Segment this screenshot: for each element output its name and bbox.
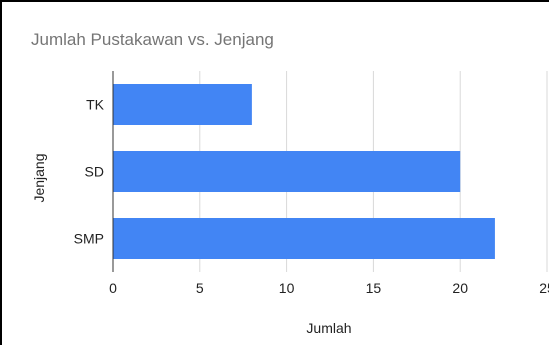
chart-title: Jumlah Pustakawan vs. Jenjang [31, 30, 274, 49]
x-tick-label: 5 [196, 280, 204, 296]
x-tick-label: 0 [109, 280, 117, 296]
bar-sd [113, 151, 461, 192]
x-tick-label: 20 [452, 280, 468, 296]
x-tick-labels: 0 5 10 15 20 25 [109, 280, 549, 296]
y-axis-label: Jenjang [31, 153, 47, 202]
bars [113, 84, 495, 259]
y-tick-labels: TK SD SMP [74, 97, 105, 247]
x-tick-label: 15 [366, 280, 382, 296]
x-axis-label: Jumlah [306, 320, 351, 336]
bar-smp [113, 218, 495, 259]
y-tick-label: TK [86, 97, 105, 113]
y-tick-label: SMP [74, 231, 104, 247]
x-tick-label: 25 [539, 280, 549, 296]
x-tick-label: 10 [279, 280, 295, 296]
y-tick-label: SD [85, 164, 104, 180]
bar-tk [113, 84, 252, 125]
